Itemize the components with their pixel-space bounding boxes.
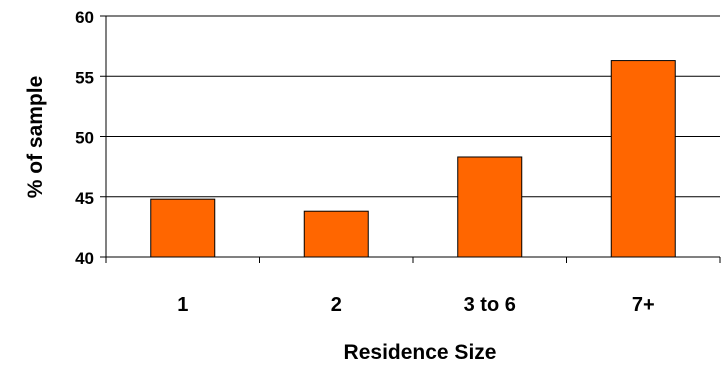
x-tick-label: 2 [331,294,342,316]
bar [457,156,523,258]
axes [100,15,721,263]
x-axis-label: Residence Size [344,341,497,364]
bar [303,210,369,258]
y-tick-label: 40 [75,249,94,268]
x-tick-label: 3 to 6 [464,294,516,316]
x-tick-labels: 1 2 3 to 6 7+ [177,294,654,316]
bar [610,60,676,258]
x-tick-label: 1 [177,294,188,316]
y-tick-labels: 40 45 50 55 60 [75,8,94,268]
y-tick-label: 45 [75,189,94,208]
x-tick-label: 7+ [632,294,655,316]
bar [150,198,216,258]
y-axis-label: % of sample [24,76,47,199]
y-tick-label: 60 [75,8,94,27]
y-tick-label: 55 [75,68,94,87]
y-tick-label: 50 [75,129,94,148]
bars [150,60,676,258]
